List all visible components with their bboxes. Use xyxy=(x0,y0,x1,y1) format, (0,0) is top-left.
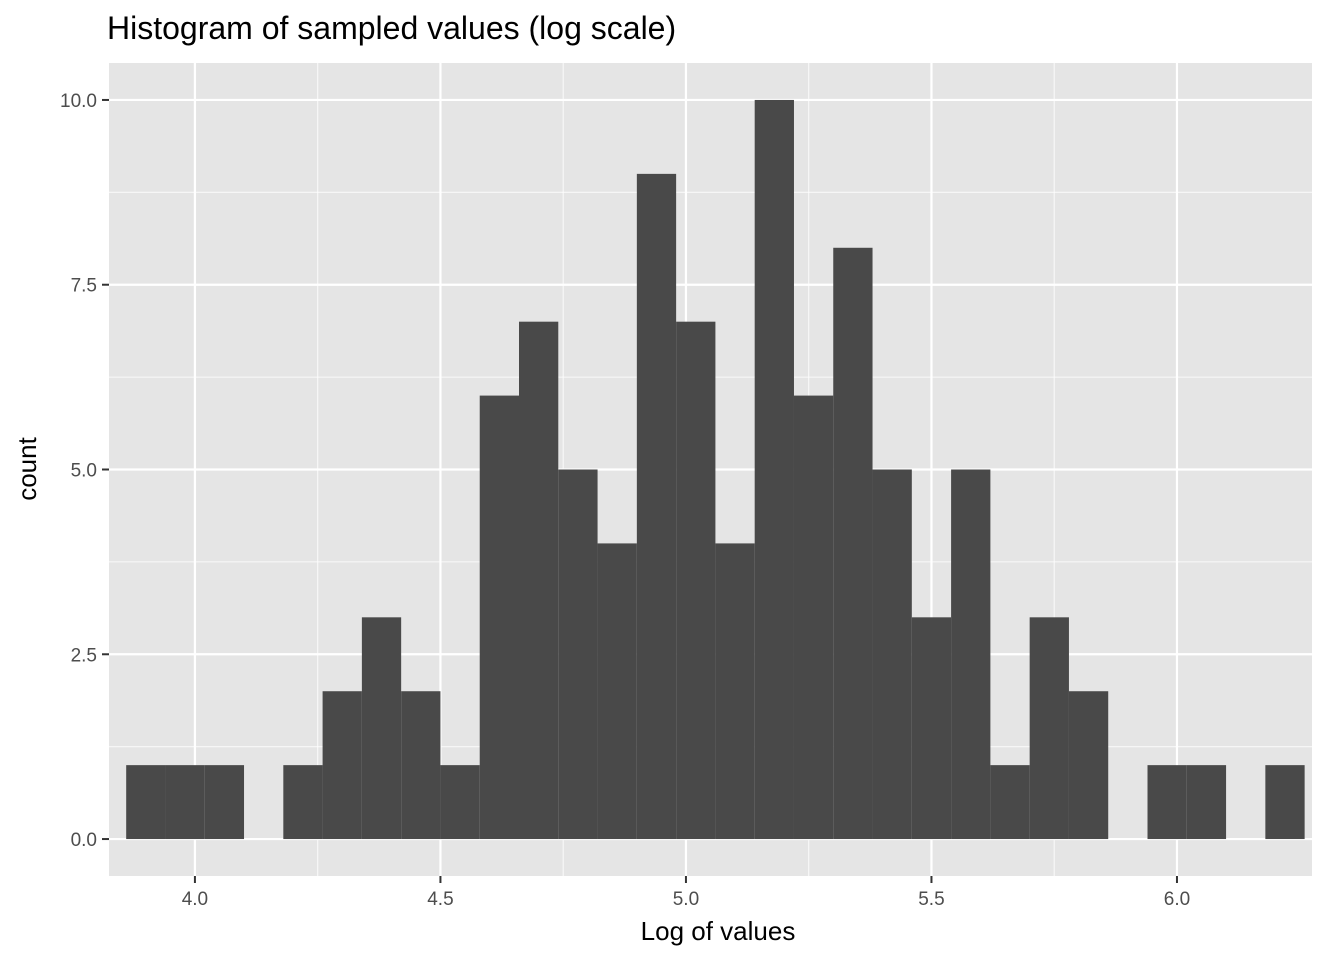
histogram-bar xyxy=(204,765,245,840)
histogram-bar xyxy=(1029,617,1069,840)
histogram-bar xyxy=(715,543,755,840)
histogram-bars xyxy=(126,99,1305,840)
histogram-bar xyxy=(519,321,559,840)
histogram-bar xyxy=(126,765,166,840)
histogram-bar xyxy=(401,691,441,840)
histogram-bar xyxy=(990,765,1030,840)
histogram-bar xyxy=(833,247,873,840)
histogram-bar xyxy=(1147,765,1187,840)
chart-title: Histogram of sampled values (log scale) xyxy=(107,10,677,46)
histogram-bar xyxy=(951,469,991,840)
histogram-bar xyxy=(283,765,323,840)
x-axis-title: Log of values xyxy=(641,916,796,946)
histogram-bar xyxy=(1186,765,1227,840)
histogram-bar xyxy=(361,617,402,840)
histogram-bar xyxy=(479,395,520,840)
histogram-bar xyxy=(165,765,205,840)
histogram-bar xyxy=(1068,691,1109,840)
x-tick-label: 4.5 xyxy=(427,889,453,910)
x-tick-label: 4.0 xyxy=(182,889,208,910)
histogram-bar xyxy=(558,469,598,840)
y-axis-title: count xyxy=(12,436,42,500)
histogram-bar xyxy=(911,617,952,840)
histogram-bar xyxy=(322,691,362,840)
x-axis: 4.0 4.5 5.0 5.5 6.0 xyxy=(182,876,1190,910)
histogram-bar xyxy=(636,173,677,840)
histogram-bar xyxy=(676,321,716,840)
histogram-bar xyxy=(754,99,794,840)
x-tick-label: 6.0 xyxy=(1164,889,1190,910)
histogram-bar xyxy=(440,765,480,840)
y-tick-label: 5.0 xyxy=(71,461,97,482)
histogram-bar xyxy=(597,543,637,840)
y-axis: 0.0 2.5 5.0 7.5 10.0 xyxy=(60,91,109,851)
x-tick-label: 5.5 xyxy=(918,889,944,910)
histogram-bar xyxy=(793,395,834,840)
y-tick-label: 2.5 xyxy=(71,645,97,666)
histogram-bar xyxy=(872,469,912,840)
histogram-bar xyxy=(1265,765,1305,840)
y-tick-label: 7.5 xyxy=(71,276,97,297)
y-tick-label: 10.0 xyxy=(60,91,97,112)
y-tick-label: 0.0 xyxy=(71,830,97,851)
x-tick-label: 5.0 xyxy=(673,889,699,910)
